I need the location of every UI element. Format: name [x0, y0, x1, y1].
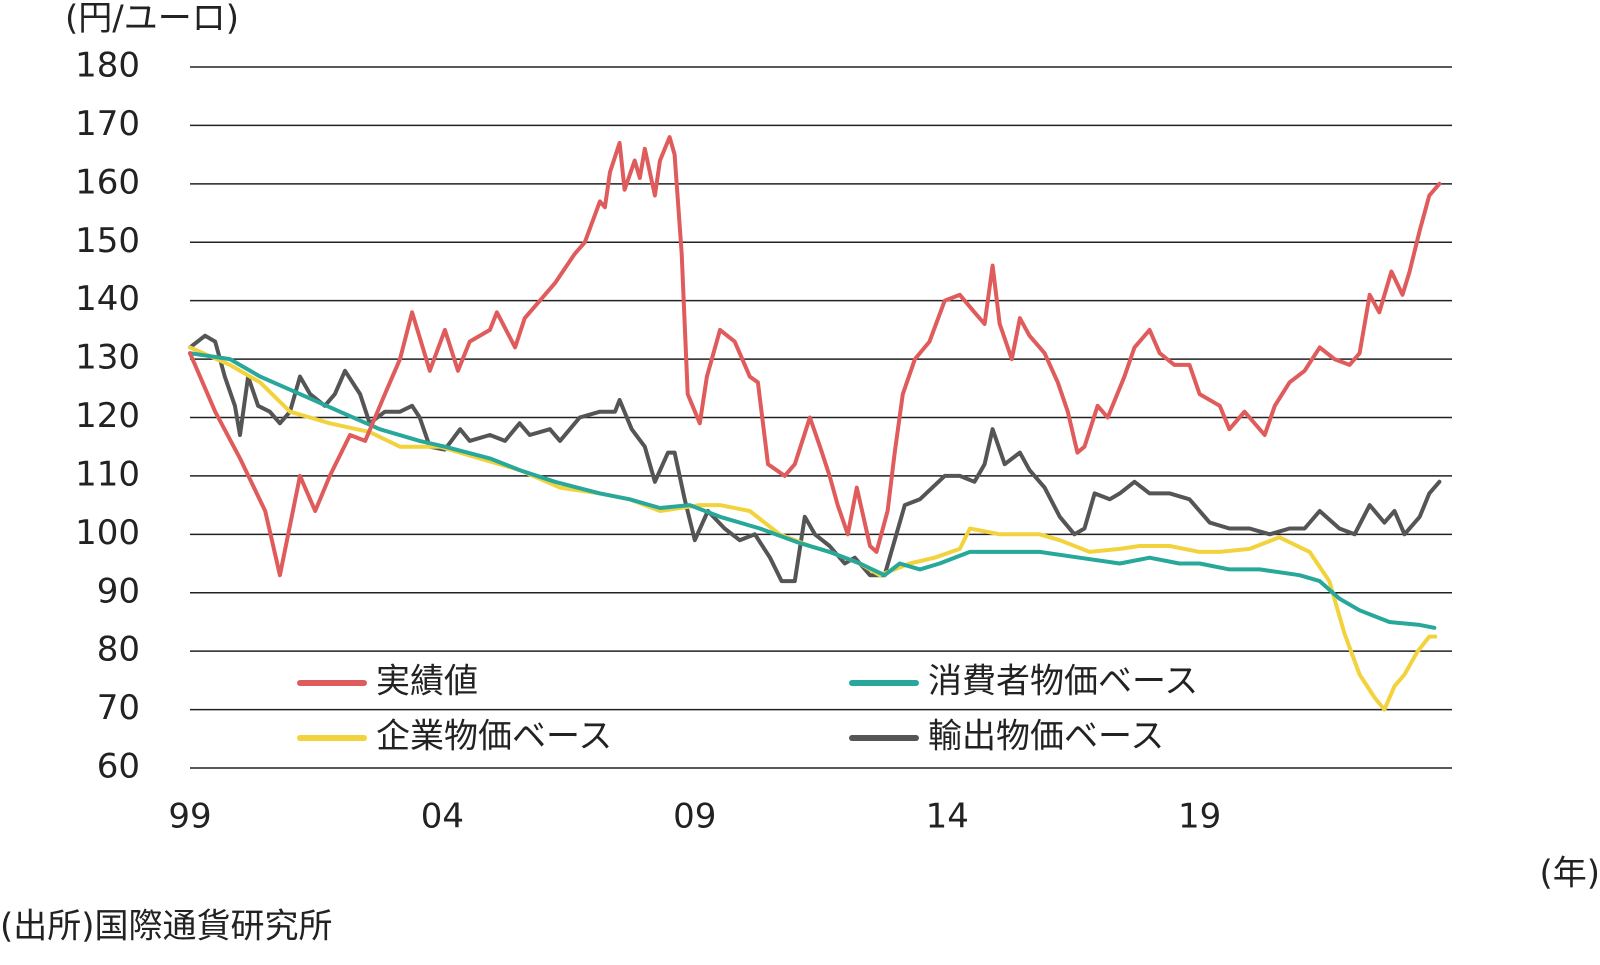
y-tick-label: 170	[75, 104, 140, 144]
y-tick-label: 110	[75, 454, 140, 494]
y-tick-label: 140	[75, 279, 140, 319]
series-line	[188, 333, 1442, 584]
y-tick-label: 60	[97, 747, 140, 787]
x-tick-label: 99	[168, 797, 211, 837]
y-axis-label: (円/ユーロ)	[65, 0, 239, 39]
y-tick-label: 180	[75, 46, 140, 86]
series-line	[188, 351, 1437, 630]
y-tick-label: 130	[75, 338, 140, 378]
y-tick-label: 150	[75, 221, 140, 261]
legend-label: 企業物価ベース	[376, 717, 612, 757]
y-tick-label: 90	[97, 571, 140, 611]
legend-label: 輸出物価ベース	[928, 717, 1164, 757]
x-axis-label: (年)	[1539, 854, 1600, 894]
x-tick-label: 19	[1178, 797, 1221, 837]
legend-label: 消費者物価ベース	[928, 662, 1198, 702]
x-tick-label: 14	[926, 797, 969, 837]
y-tick-label: 70	[97, 688, 140, 728]
series-line	[188, 135, 1442, 578]
y-tick-label: 120	[75, 396, 140, 436]
x-tick-label: 04	[421, 797, 464, 837]
y-tick-label: 100	[75, 513, 140, 553]
source-note: (出所)国際通貨研究所	[0, 907, 333, 947]
y-tick-label: 80	[97, 630, 140, 670]
x-tick-label: 09	[673, 797, 716, 837]
y-tick-label: 160	[75, 162, 140, 202]
legend-label: 実績値	[376, 662, 478, 702]
